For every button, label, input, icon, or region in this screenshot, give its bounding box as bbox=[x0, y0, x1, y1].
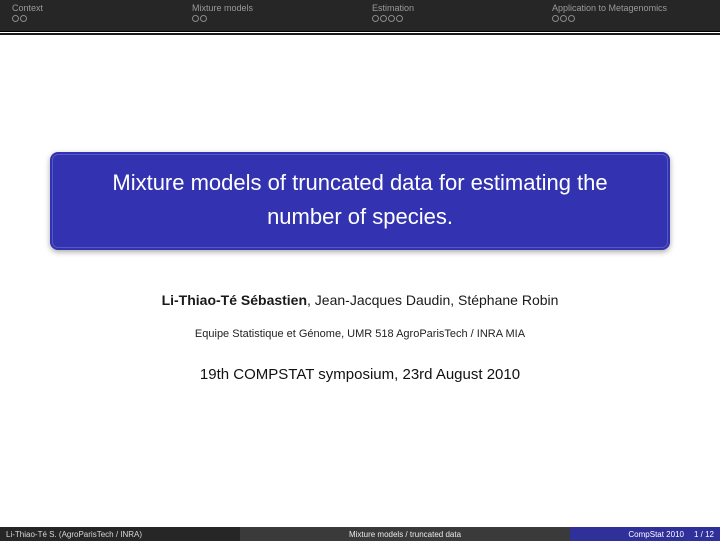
progress-dot bbox=[20, 15, 27, 22]
title-line-2: number of species. bbox=[267, 204, 453, 229]
progress-dot bbox=[192, 15, 199, 22]
title-block: Mixture models of truncated data for est… bbox=[50, 152, 670, 250]
nav-item-estimation[interactable]: Estimation bbox=[360, 0, 540, 31]
nav-label: Application to Metagenomics bbox=[552, 3, 708, 13]
progress-dot bbox=[372, 15, 379, 22]
progress-dot bbox=[388, 15, 395, 22]
author-primary: Li-Thiao-Té Sébastien bbox=[162, 292, 307, 308]
nav-progress-dots bbox=[192, 15, 348, 22]
progress-dot bbox=[552, 15, 559, 22]
title-line-1: Mixture models of truncated data for est… bbox=[112, 170, 607, 195]
slide-body: Mixture models of truncated data for est… bbox=[0, 34, 720, 527]
nav-item-application[interactable]: Application to Metagenomics bbox=[540, 0, 720, 31]
nav-label: Context bbox=[12, 3, 168, 13]
footer-right: CompStat 2010 1 / 12 bbox=[570, 527, 720, 541]
footer-author: Li-Thiao-Té S. (AgroParisTech / INRA) bbox=[0, 530, 240, 539]
progress-dot bbox=[380, 15, 387, 22]
nav-progress-dots bbox=[12, 15, 168, 22]
footer-bar: Li-Thiao-Té S. (AgroParisTech / INRA) Mi… bbox=[0, 527, 720, 541]
footer-event: CompStat 2010 bbox=[628, 530, 684, 539]
progress-dot bbox=[396, 15, 403, 22]
progress-dot bbox=[568, 15, 575, 22]
slide-title: Mixture models of truncated data for est… bbox=[70, 166, 650, 234]
author-line: Li-Thiao-Té Sébastien, Jean-Jacques Daud… bbox=[162, 292, 559, 308]
footer-title: Mixture models / truncated data bbox=[240, 527, 570, 541]
progress-dot bbox=[560, 15, 567, 22]
author-rest: , Jean-Jacques Daudin, Stéphane Robin bbox=[307, 292, 558, 308]
nav-label: Mixture models bbox=[192, 3, 348, 13]
progress-dot bbox=[200, 15, 207, 22]
nav-bar: Context Mixture models Estimation Applic… bbox=[0, 0, 720, 32]
nav-item-context[interactable]: Context bbox=[0, 0, 180, 31]
nav-progress-dots bbox=[552, 15, 708, 22]
nav-item-mixture[interactable]: Mixture models bbox=[180, 0, 360, 31]
event-line: 19th COMPSTAT symposium, 23rd August 201… bbox=[200, 366, 520, 383]
progress-dot bbox=[12, 15, 19, 22]
footer-page: 1 / 12 bbox=[694, 530, 714, 539]
nav-progress-dots bbox=[372, 15, 528, 22]
affiliation: Equipe Statistique et Génome, UMR 518 Ag… bbox=[195, 328, 525, 340]
nav-label: Estimation bbox=[372, 3, 528, 13]
